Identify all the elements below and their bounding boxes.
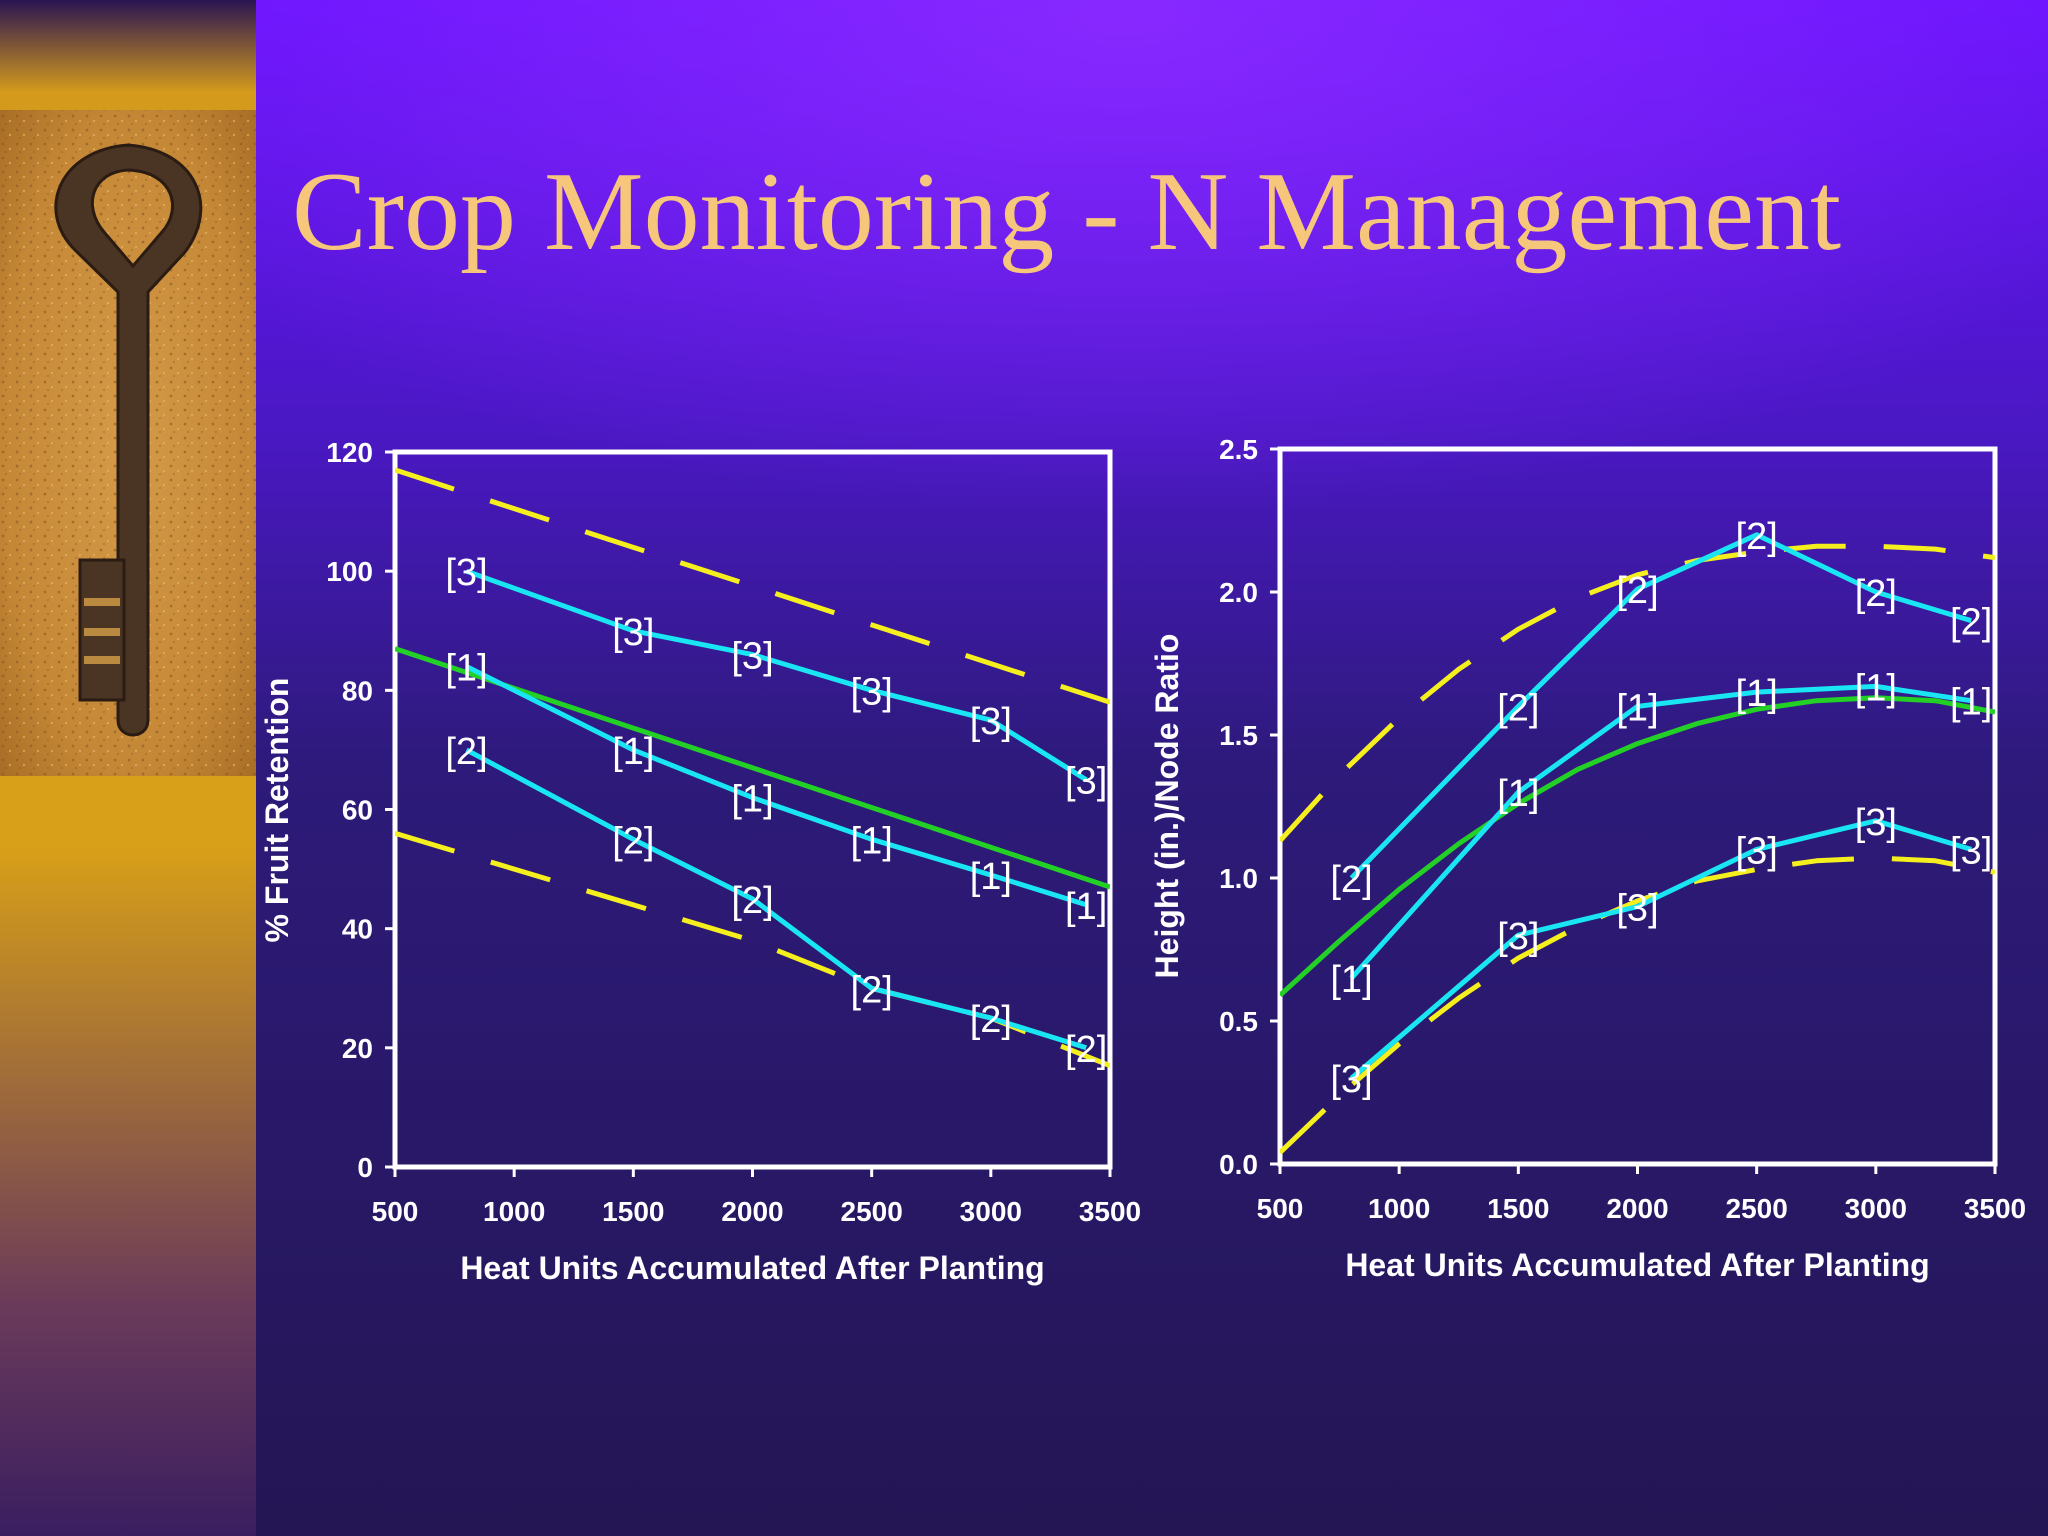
chart1-x-tick-label: 1000: [1368, 1193, 1430, 1224]
chart1-y-tick-label: 2.5: [1219, 434, 1258, 465]
chart1-point-label: [3]: [1736, 830, 1778, 872]
chart1-point-label: [2]: [1950, 602, 1992, 644]
chart1-x-tick-label: 1500: [1487, 1193, 1549, 1224]
chart0-point-label: [2]: [445, 731, 487, 773]
chart1-observed-line: [1349, 818, 1972, 1081]
chart0-point-label: [1]: [612, 731, 654, 773]
chart1-y-axis-label: Height (in.)/Node Ratio: [1149, 634, 1185, 979]
chart0-point-label: [2]: [612, 820, 654, 862]
chart1-point-label: [2]: [1616, 570, 1658, 612]
chart0-x-axis-label: Heat Units Accumulated After Planting: [460, 1250, 1044, 1286]
chart0-point-label: [2]: [970, 999, 1012, 1041]
chart1-point-label: [1]: [1950, 682, 1992, 724]
chart0-y-tick-label: 100: [326, 556, 373, 587]
chart0-point-label: [3]: [731, 636, 773, 678]
chart1-point-label: [1]: [1330, 959, 1372, 1001]
chart0-point-label: [3]: [970, 701, 1012, 743]
chart1-x-tick-label: 500: [1257, 1193, 1304, 1224]
chart0-observed-line: [465, 568, 1088, 782]
chart1-x-tick-label: 3000: [1845, 1193, 1907, 1224]
chart1-point-label: [2]: [1736, 516, 1778, 558]
chart0-point-label: [2]: [851, 969, 893, 1011]
chart0-point-label: [3]: [445, 552, 487, 594]
chart1-y-tick-label: 0.5: [1219, 1006, 1258, 1037]
chart0-x-tick-label: 500: [372, 1196, 419, 1227]
chart0-point-label: [1]: [731, 779, 773, 821]
chart0-point-label: [2]: [731, 880, 773, 922]
chart1-point-label: [3]: [1330, 1059, 1372, 1101]
chart1-point-label: [1]: [1616, 687, 1658, 729]
chart0-point-label: [1]: [851, 820, 893, 862]
chart0-point-label: [1]: [970, 856, 1012, 898]
chart1-point-label: [3]: [1616, 888, 1658, 930]
chart0-y-tick-label: 120: [326, 437, 373, 468]
chart1-x-tick-label: 2500: [1726, 1193, 1788, 1224]
chart0-point-label: [1]: [445, 648, 487, 690]
chart1-average-line: [1280, 695, 1995, 998]
chart1-point-label: [2]: [1330, 859, 1372, 901]
chart1-point-label: [1]: [1497, 773, 1539, 815]
chart0-observed-line: [465, 747, 1087, 1051]
chart0-x-tick-label: 1000: [483, 1196, 545, 1227]
chart1-limit-dashed-line: [1280, 855, 1995, 1155]
slide-title: Crop Monitoring - N Management: [292, 150, 1842, 274]
chart1-limit-dashed-line: [1280, 543, 1995, 843]
chart1-observed-line: [1349, 683, 1972, 980]
chart0-y-tick-label: 40: [342, 914, 373, 945]
chart1-y-tick-label: 1.0: [1219, 863, 1258, 894]
chart0-y-tick-label: 0: [357, 1152, 373, 1183]
chart0-x-tick-label: 2000: [721, 1196, 783, 1227]
chart1-y-tick-label: 1.5: [1219, 720, 1258, 751]
chart0-point-label: [3]: [1065, 761, 1107, 803]
chart0-point-label: [3]: [851, 671, 893, 713]
chart1-point-label: [2]: [1855, 573, 1897, 615]
chart0-observed-line: [465, 664, 1087, 908]
chart0-x-tick-label: 1500: [602, 1196, 664, 1227]
chart1-point-label: [3]: [1950, 830, 1992, 872]
chart0-y-tick-label: 60: [342, 795, 373, 826]
chart0-y-tick-label: 80: [342, 675, 373, 706]
chart1-point-label: [3]: [1497, 916, 1539, 958]
chart0-x-tick-label: 2500: [841, 1196, 903, 1227]
chart1-x-tick-label: 2000: [1606, 1193, 1668, 1224]
chart1-y-tick-label: 0.0: [1219, 1149, 1258, 1180]
chart1-point-label: [1]: [1736, 673, 1778, 715]
chart0-point-label: [3]: [612, 612, 654, 654]
chart0-x-tick-label: 3500: [1079, 1196, 1141, 1227]
chart1-point-label: [1]: [1855, 667, 1897, 709]
chart0-point-label: [2]: [1065, 1029, 1107, 1071]
chart1-x-tick-label: 3500: [1964, 1193, 2026, 1224]
skeleton-key-picture: [0, 110, 256, 776]
chart0-limit-dashed-line: [395, 467, 1110, 705]
chart1-y-tick-label: 2.0: [1219, 577, 1258, 608]
chart0-y-tick-label: 20: [342, 1033, 373, 1064]
chart1-observed-line: [1349, 532, 1972, 880]
chart1-point-label: [3]: [1855, 802, 1897, 844]
chart0-y-axis-label: % Fruit Retention: [259, 678, 295, 943]
chart1-point-label: [2]: [1497, 687, 1539, 729]
chart0-x-tick-label: 3000: [960, 1196, 1022, 1227]
chart1-x-axis-label: Heat Units Accumulated After Planting: [1345, 1247, 1929, 1283]
chart0-point-label: [1]: [1065, 886, 1107, 928]
